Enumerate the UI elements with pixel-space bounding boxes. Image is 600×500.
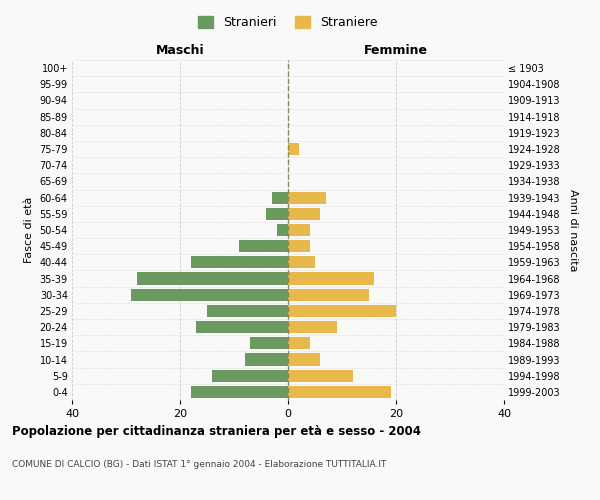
Bar bbox=[288, 288, 369, 301]
Text: Femmine: Femmine bbox=[364, 44, 428, 57]
Legend: Stranieri, Straniere: Stranieri, Straniere bbox=[193, 11, 383, 34]
Bar bbox=[272, 192, 288, 203]
Bar bbox=[191, 386, 288, 398]
Bar bbox=[288, 256, 315, 268]
Bar bbox=[288, 321, 337, 333]
Bar bbox=[266, 208, 288, 220]
Bar bbox=[137, 272, 288, 284]
Bar bbox=[250, 338, 288, 349]
Bar bbox=[196, 321, 288, 333]
Text: Popolazione per cittadinanza straniera per età e sesso - 2004: Popolazione per cittadinanza straniera p… bbox=[12, 425, 421, 438]
Bar bbox=[288, 272, 374, 284]
Bar bbox=[288, 305, 396, 317]
Bar bbox=[288, 224, 310, 236]
Bar bbox=[191, 256, 288, 268]
Bar bbox=[245, 354, 288, 366]
Bar bbox=[212, 370, 288, 382]
Y-axis label: Anni di nascita: Anni di nascita bbox=[568, 188, 578, 271]
Bar bbox=[288, 208, 320, 220]
Bar bbox=[131, 288, 288, 301]
Y-axis label: Fasce di età: Fasce di età bbox=[24, 197, 34, 263]
Bar bbox=[207, 305, 288, 317]
Bar bbox=[288, 370, 353, 382]
Bar bbox=[288, 143, 299, 155]
Text: Maschi: Maschi bbox=[155, 44, 205, 57]
Bar bbox=[288, 240, 310, 252]
Bar bbox=[288, 192, 326, 203]
Bar bbox=[288, 354, 320, 366]
Bar bbox=[239, 240, 288, 252]
Bar bbox=[288, 386, 391, 398]
Text: COMUNE DI CALCIO (BG) - Dati ISTAT 1° gennaio 2004 - Elaborazione TUTTITALIA.IT: COMUNE DI CALCIO (BG) - Dati ISTAT 1° ge… bbox=[12, 460, 386, 469]
Bar bbox=[277, 224, 288, 236]
Bar bbox=[288, 338, 310, 349]
